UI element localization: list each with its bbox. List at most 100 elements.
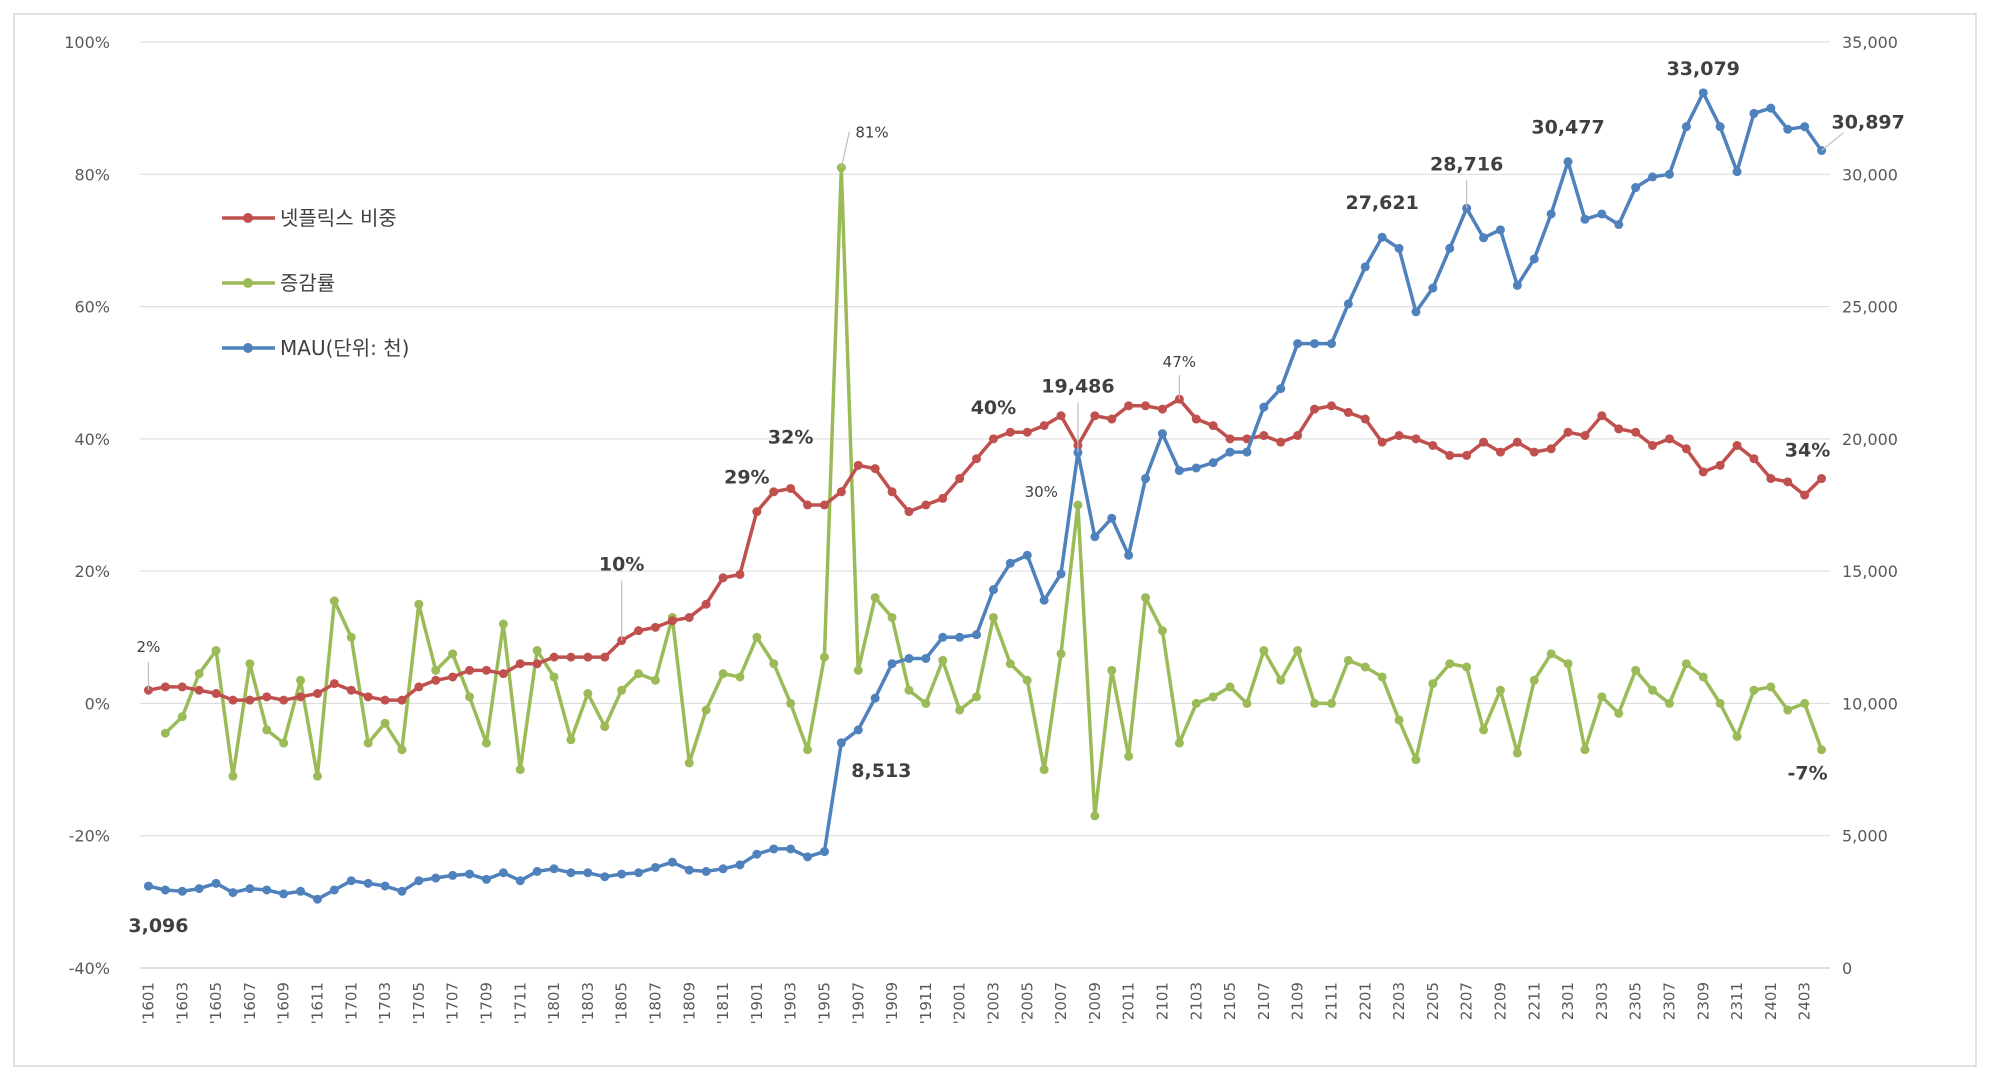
data-point: [1005, 558, 1015, 568]
data-point: [549, 672, 559, 682]
data-label: 30,897: [1832, 112, 1905, 134]
data-point: [684, 865, 694, 875]
data-point: [1022, 550, 1032, 560]
data-point: [228, 695, 238, 705]
x-tick-label: 2401: [1762, 982, 1780, 1020]
data-point: [177, 682, 187, 692]
data-point: [904, 653, 914, 663]
legend-marker: [243, 343, 253, 353]
data-point: [245, 659, 255, 669]
data-point: [177, 712, 187, 722]
data-point: [1681, 659, 1691, 669]
data-point: [1259, 402, 1269, 412]
data-point: [211, 878, 221, 888]
data-point: [566, 868, 576, 878]
x-tick-label: 2109: [1289, 982, 1307, 1020]
data-point: [1276, 437, 1286, 447]
y2-tick-label: 0: [1842, 959, 1852, 978]
data-point: [1580, 214, 1590, 224]
data-point: [786, 698, 796, 708]
data-point: [1276, 675, 1286, 685]
x-tick-label: '1809: [680, 982, 698, 1024]
data-point: [1614, 708, 1624, 718]
data-point: [1124, 751, 1134, 761]
data-point: [938, 655, 948, 665]
data-point: [853, 460, 863, 470]
data-point: [262, 885, 272, 895]
data-point: [1411, 307, 1421, 317]
data-point: [972, 454, 982, 464]
data-point: [1512, 748, 1522, 758]
x-tick-label: '1703: [376, 982, 394, 1024]
data-point: [1107, 513, 1117, 523]
y2-tick-label: 5,000: [1842, 827, 1888, 846]
data-point: [1039, 765, 1049, 775]
data-point: [836, 487, 846, 497]
y-tick-label: 80%: [74, 165, 110, 184]
data-point: [769, 659, 779, 669]
data-point: [1462, 662, 1472, 672]
data-point: [1766, 682, 1776, 692]
data-point: [1310, 339, 1320, 349]
data-point: [160, 728, 170, 738]
data-point: [515, 659, 525, 669]
data-point: [819, 500, 829, 510]
data-point: [312, 894, 322, 904]
data-point: [1512, 437, 1522, 447]
data-point: [262, 692, 272, 702]
data-point: [414, 876, 424, 886]
data-label: 28,716: [1430, 153, 1503, 175]
data-label: 29%: [724, 467, 769, 489]
data-point: [481, 665, 491, 675]
annotation-leader: [840, 131, 850, 168]
data-point: [1141, 474, 1151, 484]
legend-marker: [243, 213, 253, 223]
data-point: [600, 722, 610, 732]
data-point: [160, 885, 170, 895]
data-point: [1394, 715, 1404, 725]
y-tick-label: -40%: [69, 959, 110, 978]
data-point: [194, 685, 204, 695]
data-point: [938, 493, 948, 503]
y-tick-label: 100%: [64, 33, 110, 52]
y2-tick-label: 30,000: [1842, 165, 1898, 184]
data-point: [279, 738, 289, 748]
data-point: [988, 585, 998, 595]
data-point: [1039, 421, 1049, 431]
data-point: [448, 870, 458, 880]
data-point: [600, 872, 610, 882]
data-point: [718, 573, 728, 583]
data-point: [1360, 662, 1370, 672]
data-point: [1749, 454, 1759, 464]
data-point: [380, 718, 390, 728]
data-label: 32%: [768, 426, 813, 448]
data-point: [752, 849, 762, 859]
data-point: [684, 612, 694, 622]
data-point: [1293, 339, 1303, 349]
x-tick-label: 2201: [1356, 982, 1374, 1020]
data-point: [1124, 550, 1134, 560]
data-point: [1512, 280, 1522, 290]
data-point: [887, 487, 897, 497]
data-point: [346, 685, 356, 695]
data-point: [887, 612, 897, 622]
data-point: [363, 692, 373, 702]
data-point: [329, 885, 339, 895]
data-point: [262, 725, 272, 735]
data-point: [1208, 421, 1218, 431]
data-point: [752, 507, 762, 517]
legend-label: 증감률: [280, 271, 335, 295]
data-point: [1039, 595, 1049, 605]
legend-marker: [243, 278, 253, 288]
x-tick-label: '1903: [782, 982, 800, 1024]
data-point: [228, 771, 238, 781]
data-point: [465, 869, 475, 879]
x-tick-label: 2301: [1559, 982, 1577, 1020]
data-point: [650, 675, 660, 685]
data-point: [1056, 649, 1066, 659]
data-point: [1648, 172, 1658, 182]
data-point: [1090, 532, 1100, 542]
data-point: [498, 868, 508, 878]
data-point: [1529, 675, 1539, 685]
